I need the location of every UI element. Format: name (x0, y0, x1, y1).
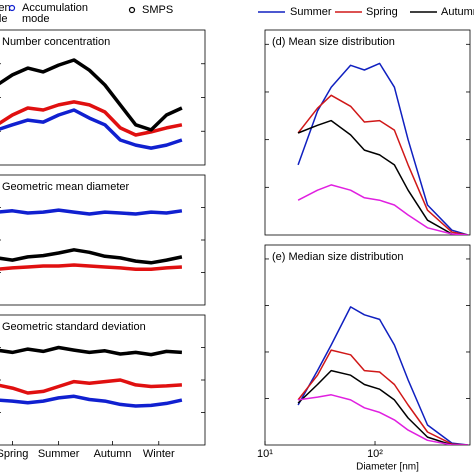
legend-marker (128, 6, 136, 14)
panel-frame (0, 314, 206, 446)
series-line (0, 394, 183, 408)
series-line (0, 100, 183, 137)
series-line (297, 184, 469, 235)
panel-frame (264, 244, 471, 446)
series-line (297, 119, 469, 235)
series-line (297, 94, 469, 235)
legend-label: Aitkenmode (0, 2, 11, 25)
panel-title: (e) Median size distribution (272, 251, 403, 263)
x-axis-label: Diameter [nm] (356, 462, 419, 473)
panel-title: (d) Mean size distribution (272, 36, 395, 48)
x-tick-label: 10² (367, 448, 383, 460)
legend-label: Summer (290, 6, 332, 18)
series-line (0, 208, 183, 216)
series-line (297, 62, 469, 235)
panel-frame (0, 174, 206, 306)
series-line (297, 394, 468, 445)
panel-title: Geometric standard deviation (2, 321, 146, 333)
series-line (0, 345, 183, 357)
series-line (0, 248, 183, 265)
x-tick-label: Winter (143, 448, 175, 460)
panel-title: Geometric mean diameter (2, 181, 129, 193)
series-line (0, 263, 183, 272)
panel-frame (0, 29, 206, 166)
legend-label: Autumn (441, 6, 474, 18)
series-line (297, 349, 469, 445)
x-tick-label: Summer (38, 448, 80, 460)
series-line (0, 58, 183, 132)
panel-title: Number concentration (2, 36, 110, 48)
panel-frame (264, 29, 471, 236)
series-line (0, 378, 183, 395)
legend-label: Spring (366, 6, 398, 18)
legend-label: SMPS (142, 4, 173, 16)
series-line (0, 108, 183, 150)
x-tick-label: 10¹ (257, 448, 273, 460)
x-tick-label: Spring (0, 448, 28, 460)
legend-marker (8, 4, 16, 12)
series-line (297, 369, 468, 445)
x-tick-label: Autumn (94, 448, 132, 460)
series-line (297, 306, 469, 445)
legend-label: Accumulation mode (22, 2, 88, 25)
